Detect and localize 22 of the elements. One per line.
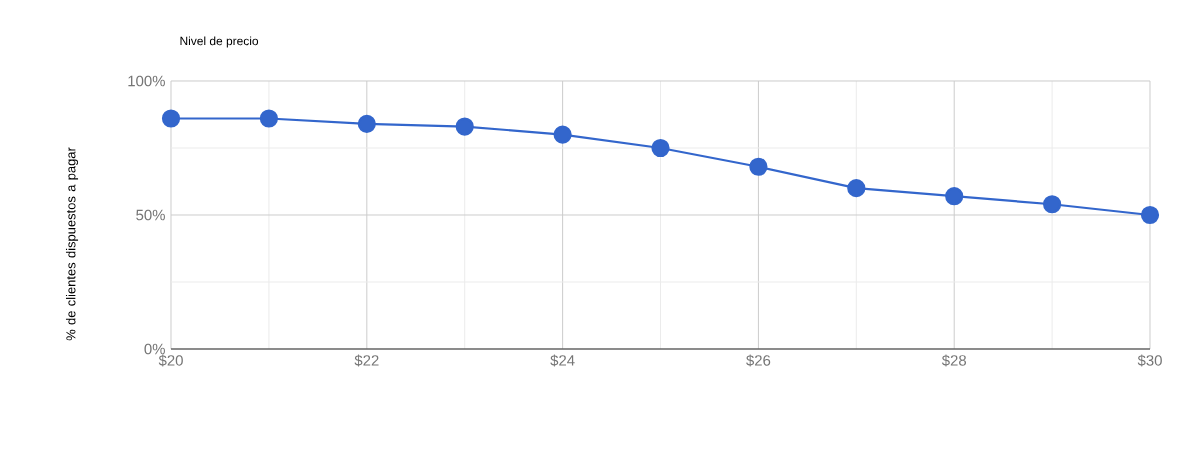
point: [161, 109, 181, 128]
x-tick-label: $22: [354, 354, 379, 367]
y-tick-label: 50%: [136, 209, 165, 221]
x-tick-label: $28: [941, 354, 967, 367]
x-tick-label: $24: [550, 354, 575, 367]
point: [455, 117, 474, 136]
point: [847, 179, 866, 198]
point: [749, 157, 768, 176]
x-tick-label: $30: [1137, 354, 1162, 367]
point: [1043, 195, 1062, 214]
point: [651, 138, 670, 158]
y-axis-title: % de clientes dispuestos a pagar: [65, 147, 79, 341]
x-tick-label: $20: [158, 354, 183, 367]
y-tick-label: 0%: [144, 343, 165, 355]
x-tick-label: $26: [746, 354, 771, 367]
y-tick-label: 100%: [128, 75, 165, 87]
chart-title: Nivel de precio: [180, 36, 259, 48]
point: [1140, 205, 1160, 225]
point: [553, 125, 572, 144]
point: [357, 114, 376, 133]
point: [945, 187, 964, 206]
point: [259, 109, 279, 128]
